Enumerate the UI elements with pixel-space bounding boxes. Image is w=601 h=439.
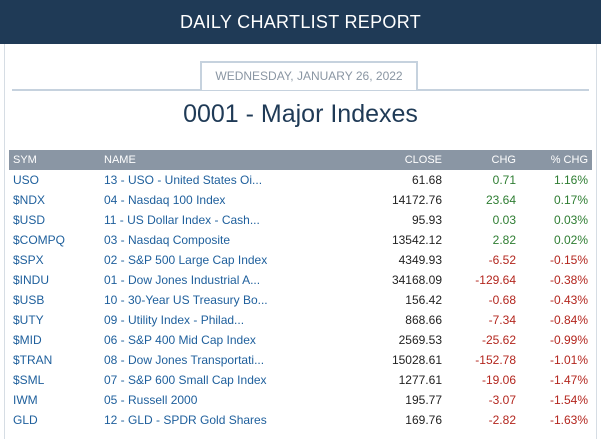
close-value: 2569.53 (398, 333, 442, 347)
close-value: 13542.12 (391, 233, 442, 247)
close-value: 95.93 (411, 213, 442, 227)
name-link[interactable]: 09 - Utility Index - Philad... (104, 313, 245, 327)
date-banner: WEDNESDAY, JANUARY 26, 2022 (12, 61, 589, 91)
percent-change-value: 0.17% (553, 193, 588, 207)
table-row: USO 13 - USO - United States Oi... 61.68 0.… (9, 170, 592, 190)
symbol-link[interactable]: $NDX (13, 193, 46, 207)
table-row: $SML 07 - S&P 600 Small Cap Index 1277.61 -… (9, 370, 592, 390)
report-date: WEDNESDAY, JANUARY 26, 2022 (200, 61, 418, 90)
symbol-link[interactable]: $INDU (13, 273, 50, 287)
column-header-close[interactable]: CLOSE (404, 154, 442, 166)
close-value: 868.66 (405, 313, 442, 327)
table-row: $COMPQ 03 - Nasdaq Composite 13542.12 2.82 0… (9, 230, 592, 250)
table-row: $INDU 01 - Dow Jones Industrial A... 34168… (9, 270, 592, 290)
name-link[interactable]: 04 - Nasdaq 100 Index (104, 193, 226, 207)
name-link[interactable]: 11 - US Dollar Index - Cash... (104, 213, 260, 227)
name-link[interactable]: 03 - Nasdaq Composite (104, 233, 231, 247)
change-value: 23.64 (485, 193, 516, 207)
change-value: -152.78 (475, 353, 516, 367)
close-value: 34168.09 (391, 273, 442, 287)
name-link[interactable]: 13 - USO - United States Oi... (104, 173, 263, 187)
change-value: 2.82 (492, 233, 516, 247)
close-value: 169.76 (405, 413, 442, 427)
close-value: 15028.61 (391, 353, 442, 367)
column-header-sym[interactable]: SYM (13, 154, 37, 166)
table-body: USO 13 - USO - United States Oi... 61.68 0.… (9, 170, 592, 430)
symbol-link[interactable]: USO (13, 173, 40, 187)
column-header-pct-chg[interactable]: % CHG (550, 154, 588, 166)
percent-change-value: 0.02% (553, 233, 588, 247)
change-value: -6.52 (488, 253, 516, 267)
table-row: IWM 05 - Russell 2000 195.77 -3.07 -1.54% (9, 390, 592, 410)
date-divider (12, 89, 589, 91)
table-row: $UTY 09 - Utility Index - Philad... 868.66… (9, 310, 592, 330)
symbol-link[interactable]: $USB (13, 293, 45, 307)
close-value: 4349.93 (398, 253, 442, 267)
table-row: $MID 06 - S&P 400 Mid Cap Index 2569.53 -25… (9, 330, 592, 350)
percent-change-value: -0.15% (549, 253, 588, 267)
column-header-chg[interactable]: CHG (491, 154, 516, 166)
percent-change-value: -1.01% (549, 353, 588, 367)
name-link[interactable]: 06 - S&P 400 Mid Cap Index (104, 333, 256, 347)
name-link[interactable]: 12 - GLD - SPDR Gold Shares (104, 413, 267, 427)
percent-change-value: -1.63% (549, 413, 588, 427)
close-value: 156.42 (405, 293, 442, 307)
close-value: 1277.61 (398, 373, 442, 387)
name-link[interactable]: 01 - Dow Jones Industrial A... (104, 273, 261, 287)
percent-change-value: -0.84% (549, 313, 588, 327)
table-row: $SPX 02 - S&P 500 Large Cap Index 4349.93 -… (9, 250, 592, 270)
symbol-link[interactable]: $USD (13, 213, 46, 227)
percent-change-value: -0.43% (549, 293, 588, 307)
name-link[interactable]: 10 - 30-Year US Treasury Bo... (104, 293, 268, 307)
close-value: 61.68 (411, 173, 442, 187)
table-row: $NDX 04 - Nasdaq 100 Index 14172.76 23.64 0.… (9, 190, 592, 210)
index-table: SYM NAME CLOSE CHG % CHG USO 13 - USO - U… (9, 150, 592, 430)
symbol-link[interactable]: $SPX (13, 253, 44, 267)
change-value: -3.07 (488, 393, 516, 407)
percent-change-value: -0.99% (549, 333, 588, 347)
report-card: WEDNESDAY, JANUARY 26, 2022 0001 - Major… (4, 44, 597, 439)
change-value: 0.03 (492, 213, 516, 227)
symbol-link[interactable]: $SML (13, 373, 45, 387)
table-row: $USD 11 - US Dollar Index - Cash... 95.93 0… (9, 210, 592, 230)
percent-change-value: -0.38% (549, 273, 588, 287)
name-link[interactable]: 08 - Dow Jones Transportati... (104, 353, 265, 367)
change-value: -25.62 (481, 333, 516, 347)
table-row: $USB 10 - 30-Year US Treasury Bo... 156.42… (9, 290, 592, 310)
name-link[interactable]: 02 - S&P 500 Large Cap Index (104, 253, 268, 267)
change-value: -129.64 (475, 273, 516, 287)
change-value: -7.34 (488, 313, 516, 327)
percent-change-value: -1.47% (549, 373, 588, 387)
symbol-link[interactable]: GLD (13, 413, 38, 427)
table-header: SYM NAME CLOSE CHG % CHG (9, 150, 592, 170)
table-row: GLD 12 - GLD - SPDR Gold Shares 169.76 -2.8… (9, 410, 592, 430)
chartlist-title: 0001 - Major Indexes (183, 100, 418, 128)
name-link[interactable]: 07 - S&P 600 Small Cap Index (104, 373, 267, 387)
symbol-link[interactable]: $UTY (13, 313, 44, 327)
close-value: 195.77 (405, 393, 442, 407)
table-row: $TRAN 08 - Dow Jones Transportati... 15028… (9, 350, 592, 370)
symbol-link[interactable]: $COMPQ (13, 233, 66, 247)
symbol-link[interactable]: IWM (13, 393, 38, 407)
change-value: -2.82 (488, 413, 516, 427)
name-link[interactable]: 05 - Russell 2000 (104, 393, 198, 407)
percent-change-value: 0.03% (553, 213, 588, 227)
percent-change-value: -1.54% (549, 393, 588, 407)
close-value: 14172.76 (391, 193, 442, 207)
symbol-link[interactable]: $TRAN (13, 353, 53, 367)
change-value: -0.68 (488, 293, 516, 307)
header-title: DAILY CHARTLIST REPORT (179, 12, 421, 32)
symbol-link[interactable]: $MID (13, 333, 42, 347)
change-value: 0.71 (492, 173, 516, 187)
change-value: -19.06 (481, 373, 516, 387)
percent-change-value: 1.16% (553, 173, 588, 187)
report-header: DAILY CHARTLIST REPORT (0, 0, 601, 44)
column-header-name[interactable]: NAME (104, 154, 136, 166)
